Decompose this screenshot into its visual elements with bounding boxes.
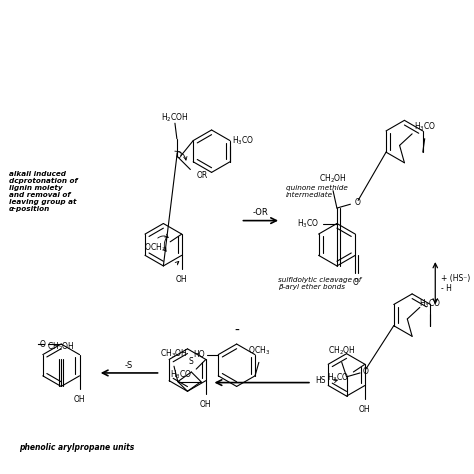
Text: H$_3$CO: H$_3$CO — [297, 217, 319, 230]
Text: O: O — [40, 339, 46, 348]
Text: OR: OR — [196, 171, 208, 180]
Text: OCH$_3$: OCH$_3$ — [144, 241, 166, 254]
Text: -: - — [234, 324, 239, 337]
Text: HO: HO — [193, 350, 205, 359]
Text: H$_3$CO: H$_3$CO — [419, 298, 442, 310]
Text: OCH$_3$: OCH$_3$ — [248, 344, 270, 356]
Text: phenolic arylpropane units: phenolic arylpropane units — [19, 443, 134, 452]
Text: OH: OH — [200, 400, 212, 409]
Text: O: O — [363, 366, 369, 375]
Text: HS: HS — [315, 376, 325, 385]
Text: OH: OH — [359, 405, 371, 414]
Text: quinone methide
intermediate: quinone methide intermediate — [286, 185, 348, 198]
Text: H$_3$CO: H$_3$CO — [414, 120, 436, 133]
Text: O: O — [176, 151, 182, 160]
Text: OH: OH — [74, 395, 85, 404]
Text: OH: OH — [176, 274, 188, 283]
Text: S: S — [189, 357, 194, 366]
Text: -OR: -OR — [253, 209, 269, 218]
Text: sulfidolytic cleavage of
β-aryl ether bonds: sulfidolytic cleavage of β-aryl ether bo… — [278, 277, 361, 290]
Text: O: O — [354, 198, 360, 207]
Text: CH$_3$OH: CH$_3$OH — [160, 348, 188, 360]
Text: alkali induced
dcprotonation of
lignin moiety
and removal of
leaving group at
α-: alkali induced dcprotonation of lignin m… — [9, 171, 78, 212]
Text: CH$_2$OH: CH$_2$OH — [47, 340, 75, 353]
Text: CH$_2$OH: CH$_2$OH — [328, 344, 356, 356]
Text: H$_3$CO: H$_3$CO — [327, 372, 349, 384]
Text: H$_2$COH: H$_2$COH — [161, 111, 189, 124]
Text: O: O — [352, 278, 358, 287]
Text: -S: -S — [125, 361, 133, 370]
Text: H$_3$CO: H$_3$CO — [232, 134, 254, 147]
Text: CH$_2$OH: CH$_2$OH — [319, 173, 347, 185]
Text: + (HS⁻)
- H: + (HS⁻) - H — [441, 273, 470, 293]
Text: H$_3$CO: H$_3$CO — [170, 369, 192, 381]
